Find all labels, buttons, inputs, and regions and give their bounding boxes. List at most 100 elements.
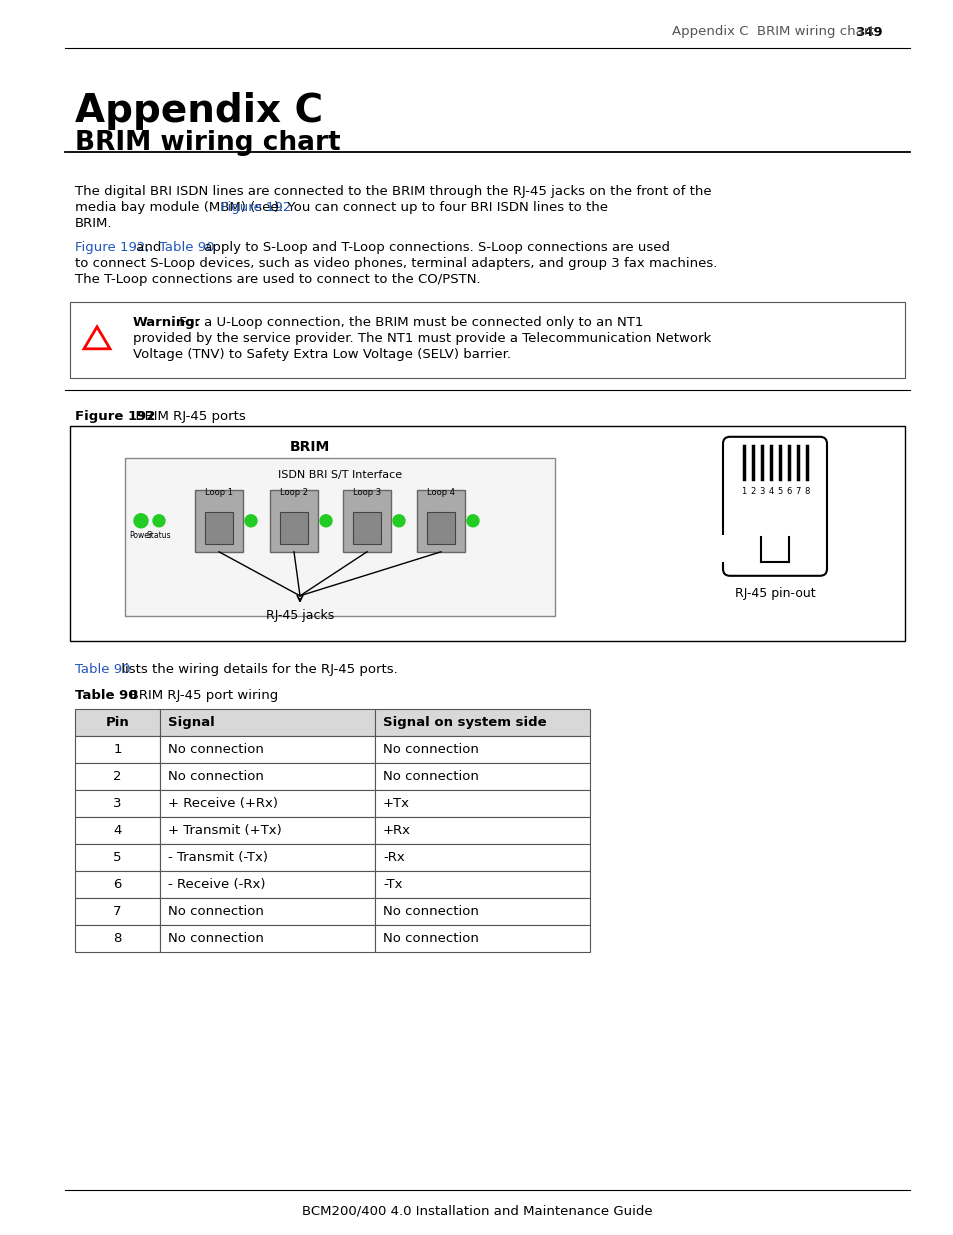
Bar	[194, 490, 243, 552]
Bar	[160, 871, 375, 898]
Bar	[70, 301, 904, 378]
Bar	[788, 535, 821, 562]
Bar	[75, 736, 160, 763]
Text: BRIM RJ-45 ports: BRIM RJ-45 ports	[127, 410, 246, 422]
Bar	[75, 816, 160, 844]
Bar	[714, 535, 729, 562]
Text: BCM200/400 4.0 Installation and Maintenance Guide: BCM200/400 4.0 Installation and Maintena…	[301, 1205, 652, 1218]
Text: 8: 8	[113, 931, 122, 945]
Text: Signal: Signal	[168, 716, 214, 729]
Text: media bay module (MBM) (see: media bay module (MBM) (see	[75, 201, 283, 214]
Text: Loop 4: Loop 4	[427, 488, 455, 496]
Text: BRIM.: BRIM.	[75, 217, 112, 230]
Text: Loop 1: Loop 1	[205, 488, 233, 496]
Text: No connection: No connection	[382, 905, 478, 918]
Text: RJ-45 jacks: RJ-45 jacks	[266, 609, 334, 621]
Text: 8: 8	[803, 487, 809, 495]
Text: No connection: No connection	[168, 742, 264, 756]
Text: ISDN BRI S/T Interface: ISDN BRI S/T Interface	[277, 469, 401, 480]
Text: 349: 349	[854, 26, 882, 38]
Bar	[205, 511, 233, 543]
Text: Table 90: Table 90	[75, 663, 131, 676]
Polygon shape	[84, 327, 110, 348]
Text: 2: 2	[750, 487, 755, 495]
Text: No connection: No connection	[382, 742, 478, 756]
Text: 1: 1	[740, 487, 746, 495]
Bar	[343, 490, 391, 552]
Bar	[160, 736, 375, 763]
Bar	[375, 816, 589, 844]
Text: Signal on system side: Signal on system side	[382, 716, 546, 729]
Circle shape	[152, 515, 165, 527]
Bar	[75, 871, 160, 898]
Text: Loop 3: Loop 3	[353, 488, 380, 496]
Bar	[375, 898, 589, 925]
Bar	[75, 790, 160, 816]
Text: - Receive (-Rx): - Receive (-Rx)	[168, 878, 265, 890]
Bar	[375, 736, 589, 763]
Text: Table 90: Table 90	[75, 689, 137, 701]
Bar	[160, 898, 375, 925]
Text: 2: 2	[113, 769, 122, 783]
Text: No connection: No connection	[168, 905, 264, 918]
Bar	[75, 709, 160, 736]
Text: BRIM RJ-45 port wiring: BRIM RJ-45 port wiring	[116, 689, 277, 701]
Bar	[375, 790, 589, 816]
Text: The T-Loop connections are used to connect to the CO/PSTN.: The T-Loop connections are used to conne…	[75, 273, 480, 287]
Bar	[75, 925, 160, 952]
Text: Warning:: Warning:	[132, 316, 201, 329]
Text: Voltage (TNV) to Safety Extra Low Voltage (SELV) barrier.: Voltage (TNV) to Safety Extra Low Voltag…	[132, 348, 511, 361]
Text: No connection: No connection	[168, 931, 264, 945]
Bar	[375, 871, 589, 898]
Bar	[375, 844, 589, 871]
Bar	[416, 490, 464, 552]
Bar	[75, 844, 160, 871]
Bar	[353, 511, 380, 543]
Text: Figure 192: Figure 192	[221, 201, 292, 214]
Text: 4: 4	[113, 824, 122, 837]
Text: ). You can connect up to four BRI ISDN lines to the: ). You can connect up to four BRI ISDN l…	[274, 201, 607, 214]
Bar	[70, 426, 904, 641]
Circle shape	[467, 515, 478, 527]
Text: The digital BRI ISDN lines are connected to the BRIM through the RJ-45 jacks on : The digital BRI ISDN lines are connected…	[75, 185, 711, 198]
Text: Loop 2: Loop 2	[280, 488, 308, 496]
Bar	[160, 925, 375, 952]
Text: For a U-Loop connection, the BRIM must be connected only to an NT1: For a U-Loop connection, the BRIM must b…	[174, 316, 642, 329]
Text: lists the wiring details for the RJ-45 ports.: lists the wiring details for the RJ-45 p…	[116, 663, 397, 676]
Text: 5: 5	[777, 487, 781, 495]
Bar	[160, 763, 375, 790]
Bar	[270, 490, 317, 552]
Circle shape	[319, 515, 332, 527]
Text: + Receive (+Rx): + Receive (+Rx)	[168, 797, 277, 810]
Text: 7: 7	[113, 905, 122, 918]
Text: 3: 3	[759, 487, 764, 495]
Bar	[160, 816, 375, 844]
Text: 4: 4	[767, 487, 773, 495]
Text: 3: 3	[113, 797, 122, 810]
Text: +Tx: +Tx	[382, 797, 410, 810]
FancyBboxPatch shape	[722, 437, 826, 576]
Text: Table 90: Table 90	[158, 241, 213, 254]
Bar	[280, 511, 308, 543]
Bar	[75, 763, 160, 790]
Bar	[375, 925, 589, 952]
Text: BRIM: BRIM	[290, 440, 330, 453]
Text: Figure 192: Figure 192	[75, 410, 155, 422]
Text: BRIM wiring chart: BRIM wiring chart	[75, 130, 340, 156]
Bar	[375, 709, 589, 736]
Circle shape	[133, 514, 148, 527]
Text: Pin: Pin	[106, 716, 130, 729]
Text: + Transmit (+Tx): + Transmit (+Tx)	[168, 824, 281, 837]
Text: Appendix C: Appendix C	[75, 91, 323, 130]
Bar	[375, 763, 589, 790]
Text: +Rx: +Rx	[382, 824, 411, 837]
Text: apply to S-Loop and T-Loop connections. S-Loop connections are used: apply to S-Loop and T-Loop connections. …	[200, 241, 670, 254]
Text: - Transmit (-Tx): - Transmit (-Tx)	[168, 851, 268, 863]
Bar	[75, 898, 160, 925]
Text: and: and	[132, 241, 166, 254]
Text: 1: 1	[113, 742, 122, 756]
Bar	[160, 844, 375, 871]
Text: No connection: No connection	[168, 769, 264, 783]
Text: 6: 6	[785, 487, 791, 495]
Text: Status: Status	[147, 531, 172, 540]
